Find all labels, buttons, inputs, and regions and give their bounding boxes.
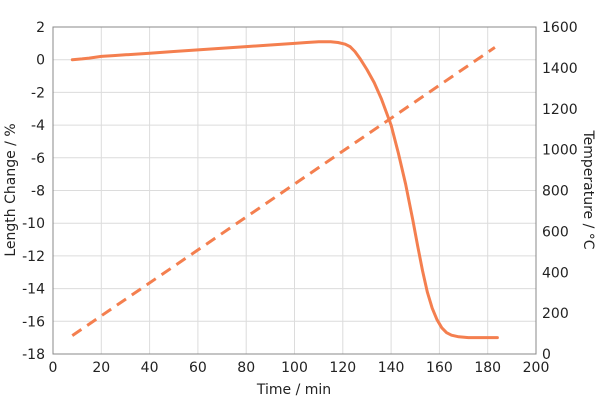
y-left-tick-labels: 2 0 -2 -4 -6 -8 -10 -12 -14 -16 -18 bbox=[22, 20, 45, 363]
y-left-tick-label: -2 bbox=[31, 85, 45, 101]
y-right-tick-label: 1600 bbox=[542, 20, 578, 36]
x-tick-label: 40 bbox=[141, 360, 159, 376]
y-right-axis-label: Temperature / °C bbox=[580, 129, 596, 249]
y-left-tick-label: 0 bbox=[36, 53, 45, 69]
y-right-tick-label: 0 bbox=[542, 347, 551, 363]
y-right-tick-label: 800 bbox=[542, 184, 569, 200]
y-left-tick-label: 2 bbox=[36, 20, 45, 36]
y-right-tick-label: 1400 bbox=[542, 61, 578, 77]
y-left-tick-label: -18 bbox=[22, 347, 45, 363]
y-right-tick-label: 200 bbox=[542, 306, 569, 322]
x-axis-label: Time / min bbox=[256, 382, 331, 398]
y-left-tick-label: -6 bbox=[31, 151, 45, 167]
y-left-tick-label: -12 bbox=[22, 249, 45, 265]
x-tick-labels: 0 20 40 60 80 100 120 140 160 180 200 bbox=[49, 360, 550, 376]
y-right-tick-label: 400 bbox=[542, 265, 569, 281]
y-left-tick-label: -16 bbox=[22, 314, 45, 330]
series-layer bbox=[70, 40, 499, 340]
x-tick-label: 80 bbox=[237, 360, 255, 376]
x-tick-label: 60 bbox=[189, 360, 207, 376]
y-left-tick-label: -10 bbox=[22, 216, 45, 232]
x-tick-label: 180 bbox=[474, 360, 501, 376]
grid-lines bbox=[52, 26, 537, 355]
x-tick-label: 20 bbox=[92, 360, 110, 376]
plot-frame bbox=[52, 26, 537, 355]
y-left-tick-label: -14 bbox=[22, 282, 45, 298]
y-left-axis-label: Length Change / % bbox=[3, 123, 19, 256]
x-tick-label: 160 bbox=[426, 360, 453, 376]
y-right-tick-label: 1200 bbox=[542, 102, 578, 118]
x-tick-label: 120 bbox=[329, 360, 356, 376]
x-tick-label: 200 bbox=[523, 360, 550, 376]
y-left-tick-label: -4 bbox=[31, 118, 45, 134]
y-right-tick-label: 600 bbox=[542, 224, 569, 240]
y-right-tick-label: 1000 bbox=[542, 143, 578, 159]
length-change-series-line bbox=[70, 40, 499, 340]
x-tick-label: 140 bbox=[378, 360, 405, 376]
y-right-tick-labels: 1600 1400 1200 1000 800 600 400 200 0 bbox=[542, 20, 578, 363]
x-tick-label: 0 bbox=[49, 360, 58, 376]
y-left-tick-label: -8 bbox=[31, 184, 45, 200]
temperature-series-line bbox=[71, 46, 496, 337]
x-tick-label: 100 bbox=[281, 360, 308, 376]
